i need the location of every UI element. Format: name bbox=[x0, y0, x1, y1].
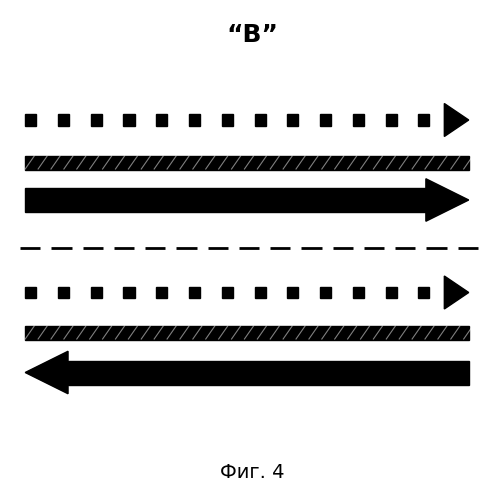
Bar bbox=[418, 287, 429, 298]
Bar bbox=[91, 287, 102, 298]
Text: “B”: “B” bbox=[226, 23, 278, 47]
Bar bbox=[353, 114, 364, 126]
Polygon shape bbox=[426, 179, 469, 221]
Bar bbox=[25, 326, 469, 340]
Bar bbox=[189, 114, 200, 126]
Bar bbox=[320, 114, 331, 126]
Bar bbox=[353, 287, 364, 298]
Bar bbox=[287, 287, 298, 298]
Bar bbox=[25, 287, 36, 298]
Bar bbox=[58, 287, 69, 298]
Bar bbox=[123, 114, 135, 126]
Polygon shape bbox=[25, 351, 68, 394]
Bar bbox=[91, 114, 102, 126]
Bar bbox=[222, 287, 233, 298]
Bar bbox=[320, 287, 331, 298]
Bar bbox=[25, 188, 426, 212]
Bar bbox=[255, 114, 266, 126]
Bar bbox=[222, 114, 233, 126]
Bar bbox=[255, 287, 266, 298]
Bar bbox=[386, 287, 397, 298]
Polygon shape bbox=[445, 104, 469, 136]
Bar bbox=[418, 114, 429, 126]
Bar bbox=[68, 360, 469, 384]
Bar bbox=[386, 114, 397, 126]
Polygon shape bbox=[445, 276, 469, 309]
Bar bbox=[25, 114, 36, 126]
Bar bbox=[156, 114, 167, 126]
Bar bbox=[156, 287, 167, 298]
Bar bbox=[25, 156, 469, 170]
Bar bbox=[189, 287, 200, 298]
Text: Фиг. 4: Фиг. 4 bbox=[220, 463, 284, 482]
Bar bbox=[58, 114, 69, 126]
Bar bbox=[123, 287, 135, 298]
Bar bbox=[287, 114, 298, 126]
